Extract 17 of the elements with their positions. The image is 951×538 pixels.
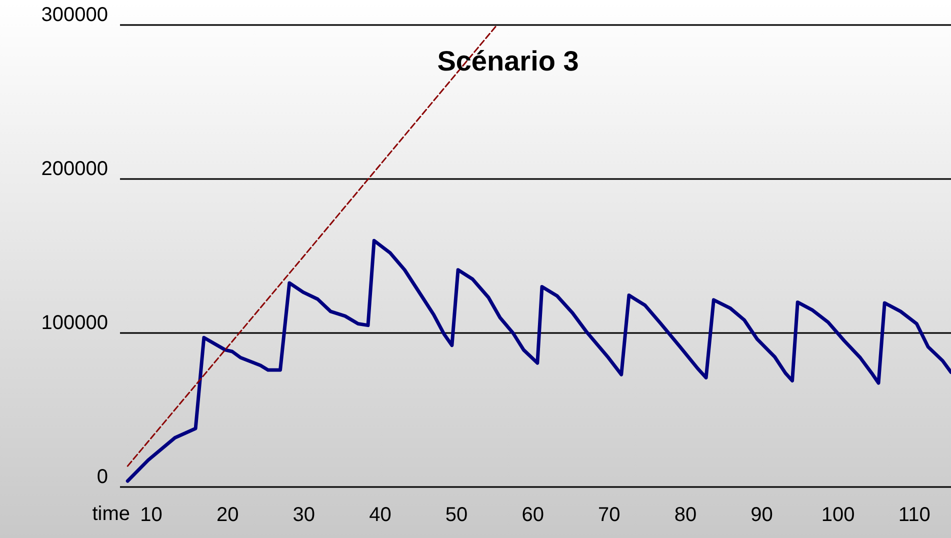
x-tick-label: 100 [821,504,855,526]
x-tick-label: 40 [369,504,392,526]
x-axis-title: time [92,503,130,525]
x-tick-label: 10 [140,504,162,526]
x-tick-label: 20 [216,504,239,526]
x-tick-label: 30 [292,504,316,526]
text: Scénario 3 [437,46,579,76]
x-tick-label: 110 [898,504,930,526]
y-tick-label: 200000 [41,158,108,180]
x-tick-label: 60 [522,504,544,526]
y-tick-label: 100000 [41,312,108,334]
x-tick-label: 80 [674,504,697,526]
x-tick-label: 70 [598,504,620,526]
y-tick-label: 300000 [41,4,108,26]
y-tick-label: 0 [96,466,108,488]
x-tick-label: 90 [750,504,773,526]
x-tick-label: 50 [445,504,468,526]
